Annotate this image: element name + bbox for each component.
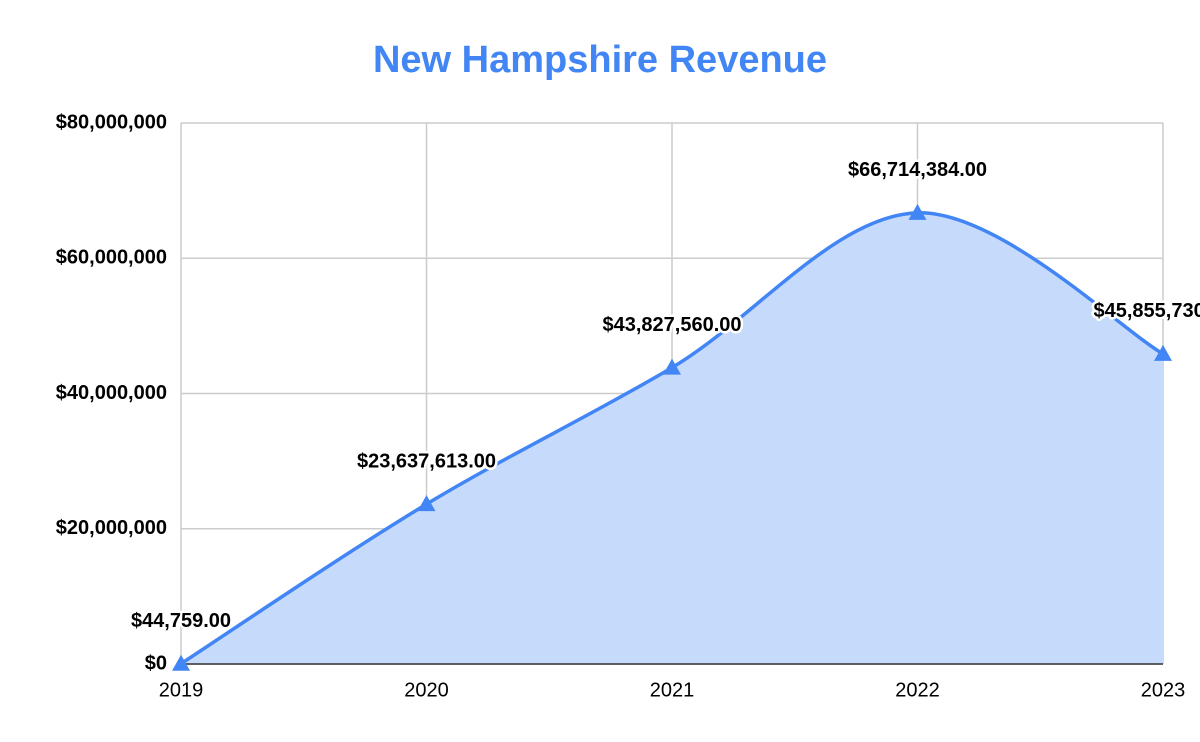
x-tick-label: 2023 bbox=[1141, 679, 1186, 701]
chart-title: New Hampshire Revenue bbox=[373, 39, 827, 81]
data-label: $45,855,730.00 bbox=[1093, 300, 1200, 322]
point-marker bbox=[1154, 344, 1172, 361]
area-fill bbox=[181, 212, 1163, 664]
y-tick-label: $0 bbox=[145, 652, 167, 674]
point-marker bbox=[908, 203, 927, 220]
x-tick-label: 2019 bbox=[159, 679, 204, 701]
y-tick-label: $80,000,000 bbox=[56, 111, 167, 133]
x-tick-label: 2020 bbox=[404, 679, 449, 701]
point-marker bbox=[172, 654, 190, 671]
x-tick-label: 2021 bbox=[650, 679, 695, 701]
y-tick-label: $60,000,000 bbox=[56, 247, 167, 269]
data-label: $43,827,560.00 bbox=[602, 314, 741, 336]
x-tick-label: 2022 bbox=[895, 679, 940, 701]
point-marker bbox=[417, 495, 436, 512]
data-label: $44,759.00 bbox=[131, 610, 231, 632]
point-marker bbox=[663, 358, 681, 375]
data-label: $23,637,613.00 bbox=[357, 450, 496, 472]
data-label: $66,714,384.00 bbox=[848, 159, 987, 181]
y-tick-label: $20,000,000 bbox=[56, 517, 167, 539]
y-tick-label: $40,000,000 bbox=[56, 382, 167, 404]
